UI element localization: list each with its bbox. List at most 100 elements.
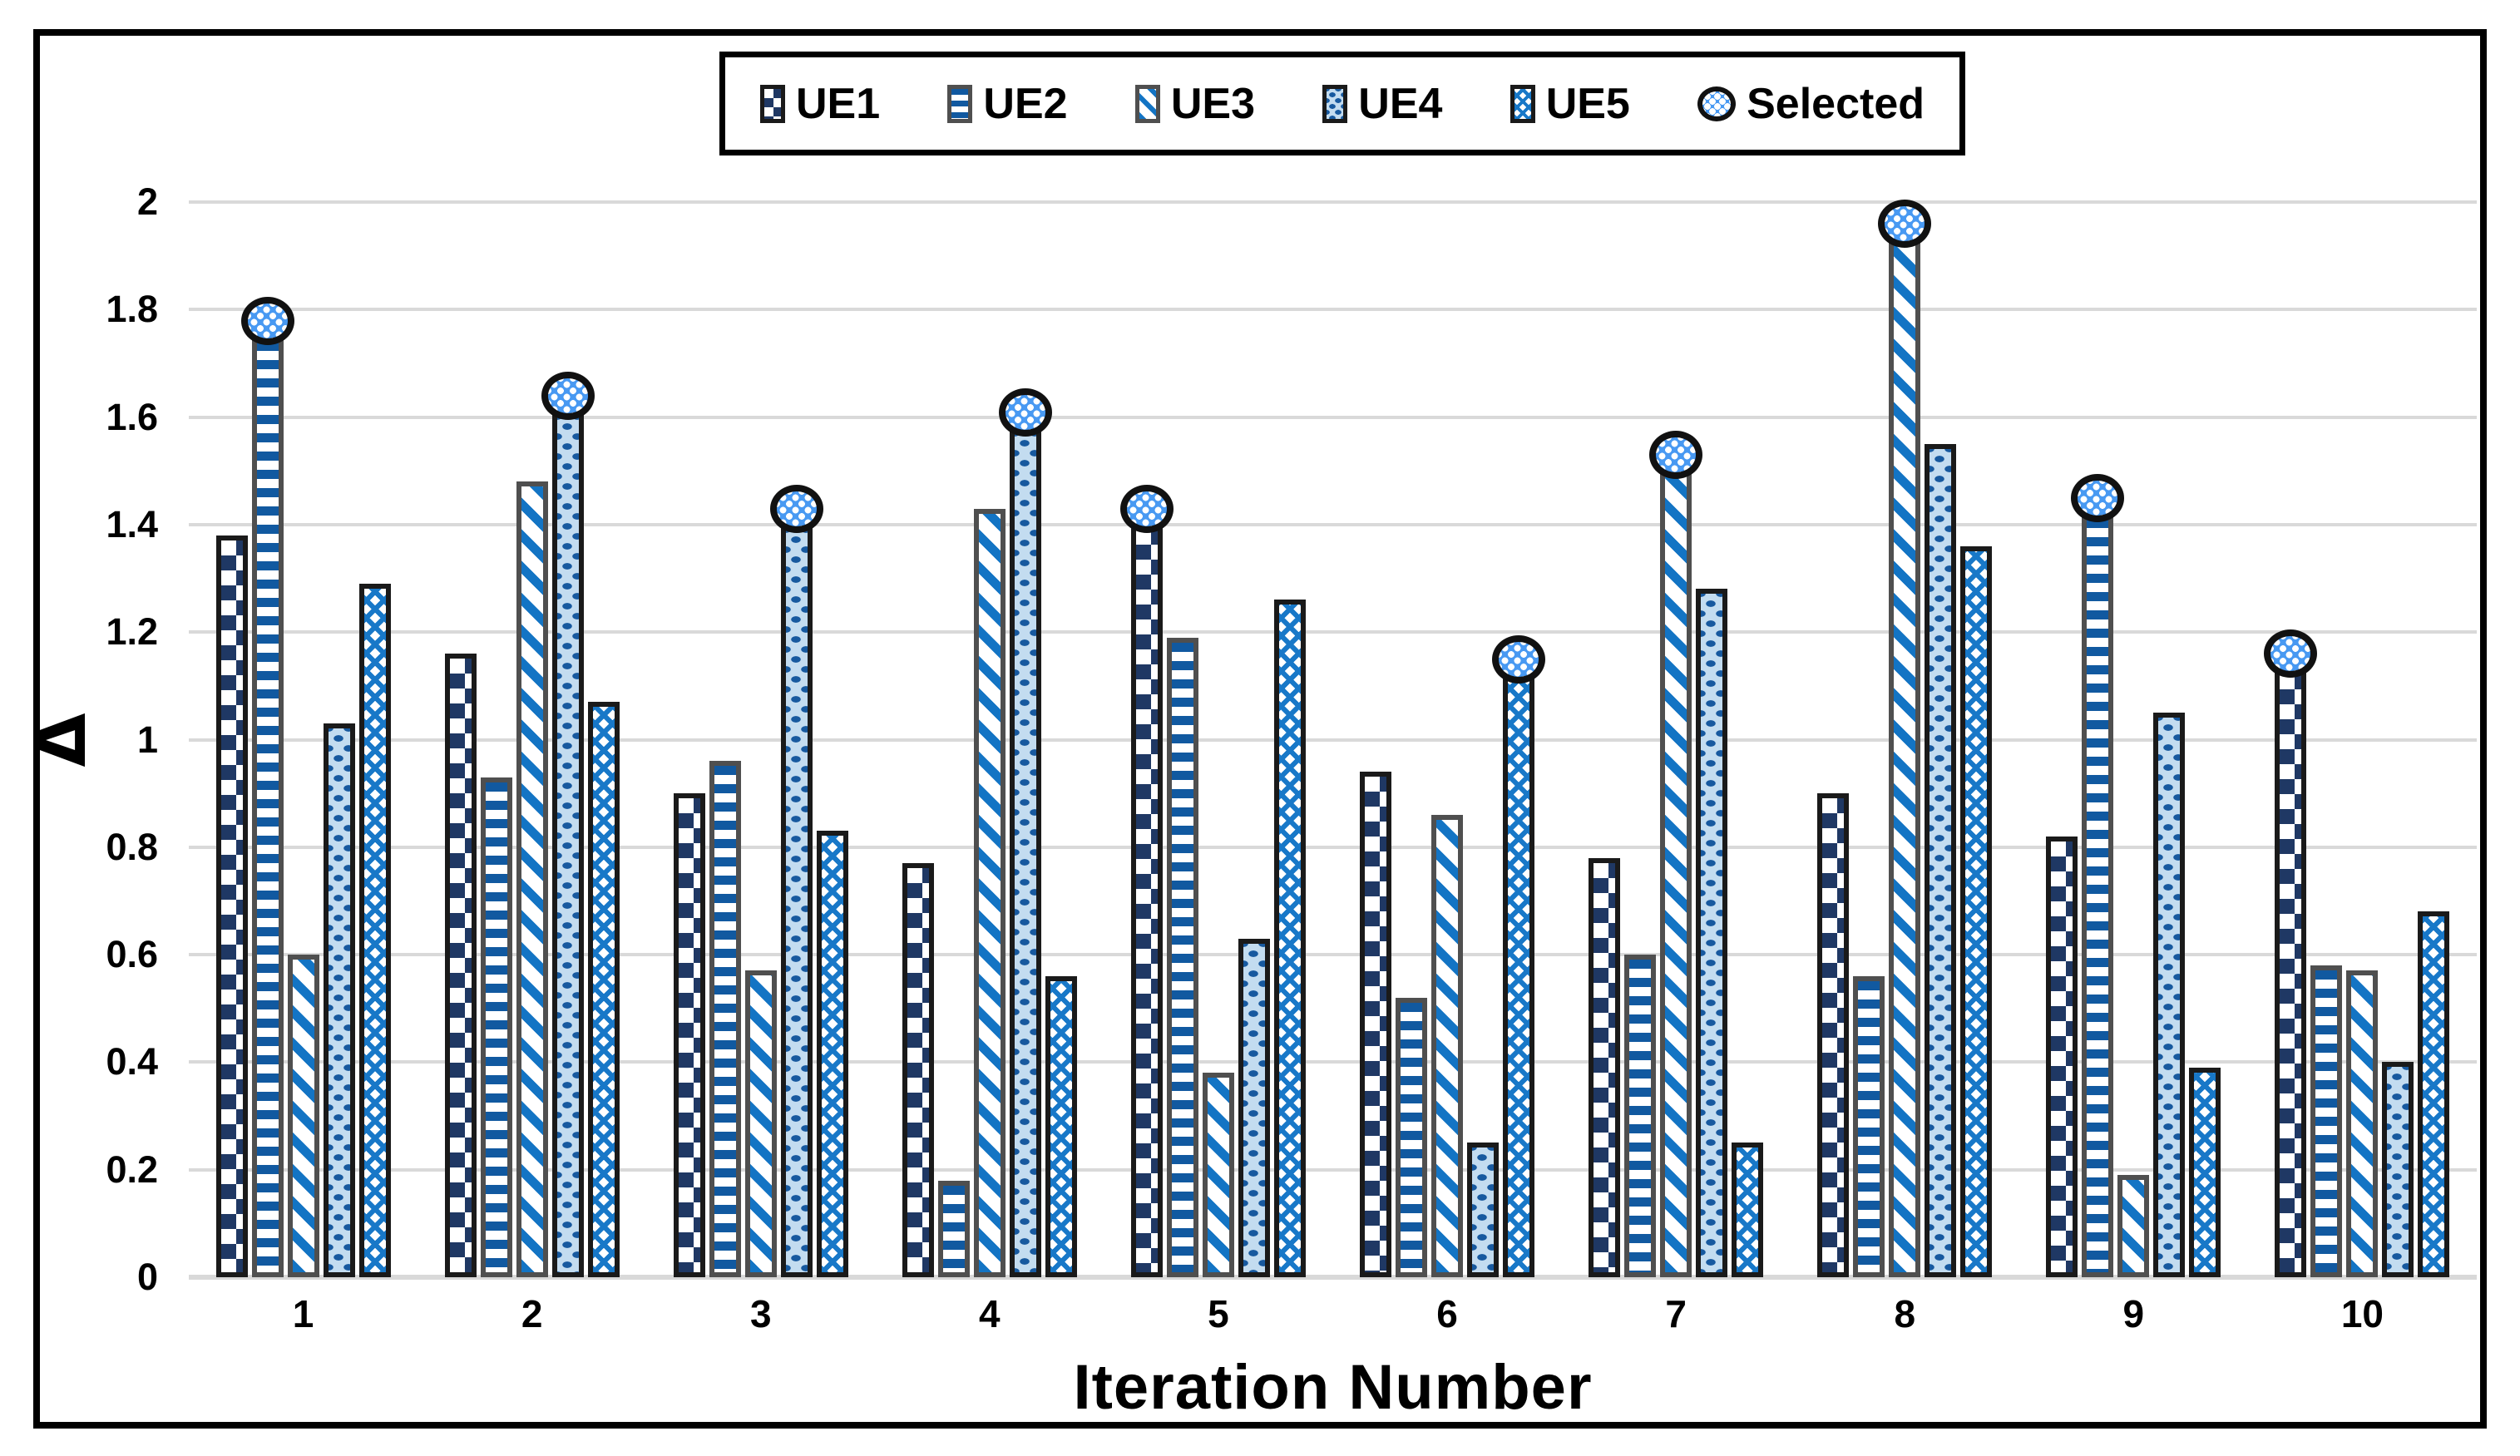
- y-tick-label-0.6: 0.6: [106, 933, 158, 976]
- bar-ue5-iteration-7: [1732, 1143, 1763, 1277]
- bar-ue4-iteration-10: [2382, 1062, 2414, 1277]
- bar-ue2-iteration-10: [2310, 965, 2342, 1277]
- legend-label-ue4: UE4: [1358, 79, 1443, 128]
- bar-ue4-iteration-7: [1696, 589, 1727, 1277]
- ue1-pattern-swatch-icon: [760, 84, 785, 123]
- gridline-1: [189, 738, 2477, 742]
- gridline-0.2: [189, 1167, 2477, 1172]
- bar-ue1-iteration-2: [445, 654, 477, 1277]
- gridline-0.6: [189, 953, 2477, 957]
- bar-ue4-iteration-2: [552, 412, 584, 1277]
- bar-ue1-iteration-5: [1131, 525, 1163, 1277]
- x-tick-label-2: 2: [521, 1292, 543, 1335]
- bar-ue4-iteration-4: [1010, 428, 1041, 1277]
- selected-marker-iteration-9: [2071, 474, 2124, 522]
- bar-ue4-iteration-3: [781, 525, 813, 1277]
- x-tick-label-4: 4: [979, 1292, 1001, 1335]
- y-tick-label-0.4: 0.4: [106, 1040, 158, 1083]
- bar-ue3-iteration-8: [1889, 239, 1920, 1277]
- selected-marker-iteration-10: [2264, 629, 2317, 678]
- bar-ue3-iteration-3: [745, 970, 777, 1277]
- selected-marker-iteration-7: [1649, 431, 1702, 479]
- selected-marker-iteration-4: [999, 388, 1052, 437]
- bar-ue5-iteration-4: [1045, 976, 1077, 1277]
- legend: UE1 UE2 UE3 UE4 UE5 Selected: [719, 52, 1965, 155]
- gridline-0.8: [189, 845, 2477, 849]
- selected-marker-iteration-5: [1120, 485, 1174, 533]
- x-tick-label-1: 1: [292, 1292, 314, 1335]
- selected-circle-swatch-icon: [1697, 86, 1737, 121]
- legend-item-ue5: UE5: [1510, 79, 1630, 129]
- x-tick-label-7: 7: [1665, 1292, 1687, 1335]
- bar-ue2-iteration-3: [709, 761, 741, 1277]
- selected-marker-iteration-2: [541, 372, 595, 420]
- selected-marker-iteration-1: [241, 297, 294, 345]
- bar-ue3-iteration-2: [516, 481, 548, 1277]
- y-tick-label-0.8: 0.8: [106, 825, 158, 868]
- gridline-1.6: [189, 415, 2477, 419]
- bar-ue1-iteration-4: [902, 863, 934, 1277]
- x-tick-label-5: 5: [1208, 1292, 1229, 1335]
- legend-label-selected: Selected: [1747, 79, 1925, 128]
- x-tick-label-6: 6: [1436, 1292, 1458, 1335]
- bar-ue3-iteration-5: [1203, 1073, 1234, 1277]
- bar-ue5-iteration-10: [2418, 911, 2449, 1277]
- bar-ue1-iteration-7: [1589, 858, 1620, 1277]
- gridline-1.8: [189, 308, 2477, 312]
- y-tick-label-0: 0: [136, 1256, 158, 1298]
- bar-ue1-iteration-10: [2275, 669, 2306, 1277]
- legend-label-ue1: UE1: [796, 79, 881, 128]
- x-tick-label-8: 8: [1894, 1292, 1916, 1335]
- bar-ue2-iteration-8: [1853, 976, 1885, 1277]
- bar-ue4-iteration-6: [1467, 1143, 1499, 1277]
- bar-ue5-iteration-6: [1503, 675, 1534, 1277]
- bar-ue1-iteration-1: [216, 536, 248, 1277]
- ue5-pattern-swatch-icon: [1510, 84, 1535, 123]
- legend-label-ue5: UE5: [1545, 79, 1630, 128]
- bar-ue5-iteration-9: [2189, 1068, 2221, 1277]
- selected-marker-iteration-3: [770, 485, 823, 533]
- bar-ue3-iteration-9: [2117, 1175, 2149, 1277]
- ue2-pattern-swatch-icon: [947, 84, 973, 123]
- bar-ue5-iteration-2: [588, 702, 620, 1277]
- bar-ue3-iteration-10: [2346, 970, 2378, 1277]
- bar-ue1-iteration-9: [2046, 837, 2078, 1277]
- x-axis-baseline: [189, 1275, 2477, 1280]
- legend-item-ue3: UE3: [1134, 79, 1255, 129]
- gridline-1.2: [189, 630, 2477, 634]
- legend-item-ue1: UE1: [760, 79, 880, 129]
- gridline-2: [189, 200, 2477, 204]
- legend-item-ue4: UE4: [1322, 79, 1442, 129]
- bar-ue2-iteration-9: [2082, 514, 2113, 1277]
- legend-label-ue2: UE2: [983, 79, 1068, 128]
- bar-ue2-iteration-4: [938, 1181, 970, 1277]
- bar-ue3-iteration-1: [288, 955, 319, 1277]
- bar-ue5-iteration-8: [1960, 546, 1992, 1277]
- bar-ue3-iteration-6: [1431, 815, 1463, 1277]
- x-tick-label-10: 10: [2340, 1292, 2384, 1335]
- y-tick-label-1.4: 1.4: [106, 502, 158, 545]
- bar-ue2-iteration-5: [1167, 638, 1198, 1277]
- x-axis-title: Iteration Number: [1073, 1352, 1593, 1423]
- bar-ue2-iteration-2: [481, 777, 512, 1277]
- bar-ue2-iteration-1: [252, 337, 284, 1277]
- legend-label-ue3: UE3: [1170, 79, 1255, 128]
- selected-marker-iteration-8: [1878, 200, 1931, 248]
- gridline-0.4: [189, 1060, 2477, 1064]
- bar-ue5-iteration-1: [359, 584, 391, 1277]
- legend-item-ue2: UE2: [947, 79, 1068, 129]
- bar-ue3-iteration-4: [974, 509, 1006, 1277]
- ue3-pattern-swatch-icon: [1134, 84, 1160, 123]
- x-tick-label-3: 3: [749, 1292, 772, 1335]
- y-tick-label-1.2: 1.2: [106, 610, 158, 654]
- bar-ue4-iteration-9: [2153, 713, 2185, 1277]
- bar-ue1-iteration-3: [674, 793, 705, 1277]
- selected-marker-iteration-6: [1492, 635, 1545, 684]
- y-tick-label-1: 1: [136, 718, 158, 761]
- y-tick-label-0.2: 0.2: [106, 1148, 158, 1191]
- bar-ue5-iteration-5: [1274, 600, 1306, 1277]
- y-tick-label-1.6: 1.6: [106, 395, 158, 438]
- bar-ue4-iteration-5: [1238, 939, 1270, 1277]
- bar-ue1-iteration-8: [1817, 793, 1849, 1277]
